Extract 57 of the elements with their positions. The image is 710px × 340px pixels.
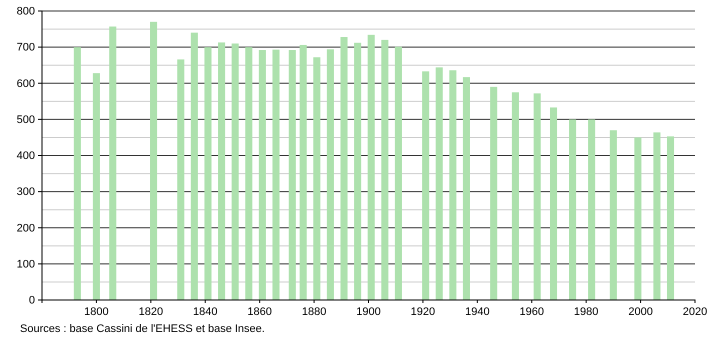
x-tick-label: 1820 (138, 306, 164, 318)
bar (190, 32, 198, 300)
y-tick-label: 800 (16, 6, 35, 18)
bar (245, 47, 252, 300)
bar (368, 34, 375, 300)
bar (258, 50, 266, 300)
x-tick-label: 2000 (628, 306, 653, 318)
bar (232, 44, 239, 300)
source-note: Sources : base Cassini de l'EHESS et base Insee. (20, 323, 265, 335)
bar (449, 70, 456, 300)
bar (150, 22, 158, 300)
bar (534, 93, 541, 300)
y-tick-label: 700 (16, 42, 35, 54)
bar (300, 44, 307, 300)
bar (340, 37, 348, 300)
x-tick-label: 1920 (410, 306, 436, 318)
y-tick-label: 500 (16, 114, 35, 126)
x-tick-label: 1900 (356, 306, 381, 318)
x-tick-label: 1980 (574, 306, 598, 318)
y-tick-label: 300 (16, 186, 35, 198)
y-tick-label: 200 (16, 222, 35, 234)
bar (204, 47, 212, 300)
bar (218, 42, 226, 300)
bar (272, 50, 280, 300)
bar (394, 46, 402, 300)
bar (462, 77, 470, 300)
bar (436, 67, 443, 300)
bar (313, 57, 320, 300)
bar (569, 119, 576, 300)
bar (550, 107, 558, 300)
x-tick-label: 1940 (465, 306, 490, 318)
bar (109, 26, 116, 300)
bar (610, 130, 617, 300)
bar (490, 86, 498, 300)
y-tick-label: 0 (28, 294, 35, 307)
bar (588, 119, 596, 300)
bar (634, 137, 642, 300)
x-tick-label: 1840 (193, 306, 218, 318)
x-tick-label: 2020 (682, 306, 708, 318)
bar (92, 73, 100, 300)
bar (381, 40, 388, 300)
bar (666, 136, 674, 300)
bar (74, 47, 81, 300)
y-tick-label: 400 (16, 150, 35, 162)
bar (422, 71, 430, 300)
y-tick-label: 600 (16, 78, 35, 90)
bar (653, 132, 660, 300)
x-tick-label: 1860 (247, 306, 272, 318)
bar (354, 42, 362, 300)
x-tick-label: 1800 (84, 306, 109, 318)
y-tick-label: 100 (16, 258, 35, 270)
bar (177, 59, 184, 300)
bar (288, 50, 296, 300)
x-tick-label: 1880 (302, 306, 326, 318)
bar (512, 92, 519, 300)
bar (326, 49, 334, 300)
x-tick-label: 1960 (520, 306, 544, 318)
